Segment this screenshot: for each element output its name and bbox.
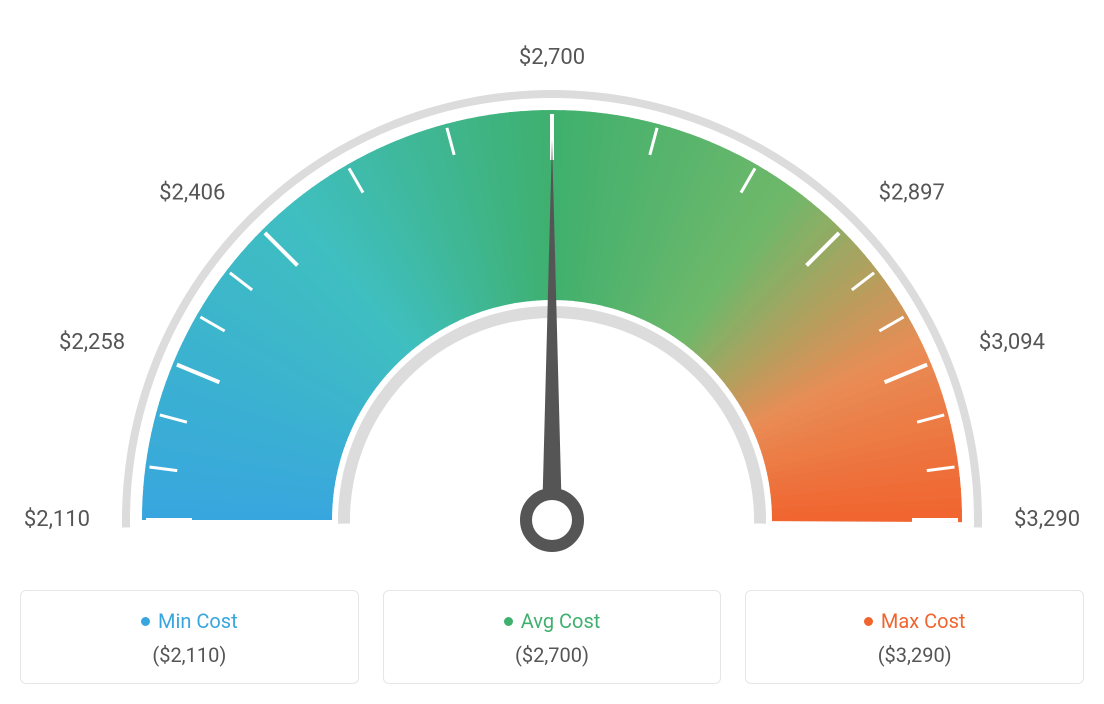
avg-cost-card: Avg Cost ($2,700) bbox=[383, 590, 722, 684]
min-dot-icon bbox=[141, 617, 150, 626]
svg-text:$2,258: $2,258 bbox=[59, 330, 125, 355]
avg-cost-label: Avg Cost bbox=[521, 609, 601, 633]
svg-text:$2,406: $2,406 bbox=[159, 180, 225, 205]
svg-text:$2,897: $2,897 bbox=[879, 180, 945, 205]
svg-text:$3,094: $3,094 bbox=[979, 330, 1045, 355]
max-dot-icon bbox=[864, 617, 873, 626]
avg-cost-title: Avg Cost bbox=[504, 609, 601, 633]
min-cost-title: Min Cost bbox=[141, 609, 238, 633]
max-cost-value: ($3,290) bbox=[766, 643, 1063, 667]
max-cost-title: Max Cost bbox=[864, 609, 966, 633]
avg-cost-value: ($2,700) bbox=[404, 643, 701, 667]
max-cost-label: Max Cost bbox=[881, 609, 966, 633]
min-cost-value: ($2,110) bbox=[41, 643, 338, 667]
svg-text:$3,290: $3,290 bbox=[1014, 507, 1080, 532]
avg-dot-icon bbox=[504, 617, 513, 626]
svg-text:$2,110: $2,110 bbox=[24, 507, 90, 532]
min-cost-card: Min Cost ($2,110) bbox=[20, 590, 359, 684]
summary-cards: Min Cost ($2,110) Avg Cost ($2,700) Max … bbox=[20, 590, 1084, 684]
min-cost-label: Min Cost bbox=[158, 609, 238, 633]
svg-text:$2,700: $2,700 bbox=[519, 45, 585, 70]
max-cost-card: Max Cost ($3,290) bbox=[745, 590, 1084, 684]
cost-gauge: $2,110 $2,258 $2,406 $2,700 $2,897 $3,094 $3,2… bbox=[20, 20, 1084, 580]
